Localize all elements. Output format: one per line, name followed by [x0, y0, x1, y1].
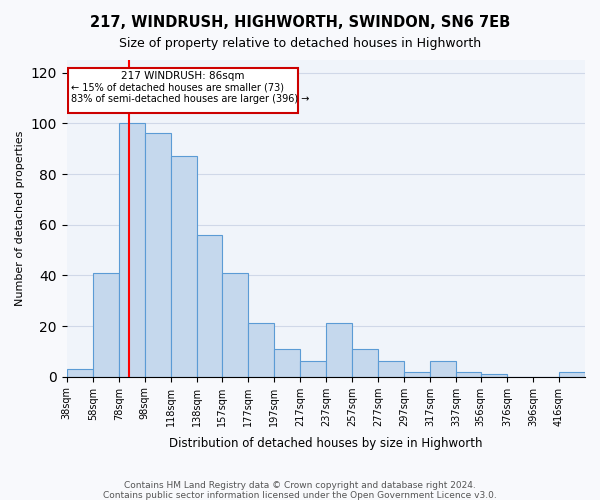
- Text: 217, WINDRUSH, HIGHWORTH, SWINDON, SN6 7EB: 217, WINDRUSH, HIGHWORTH, SWINDON, SN6 7…: [90, 15, 510, 30]
- Bar: [197, 235, 221, 376]
- Bar: [378, 362, 404, 376]
- Y-axis label: Number of detached properties: Number of detached properties: [15, 130, 25, 306]
- Bar: [456, 372, 481, 376]
- Text: Contains public sector information licensed under the Open Government Licence v3: Contains public sector information licen…: [103, 490, 497, 500]
- Text: Contains HM Land Registry data © Crown copyright and database right 2024.: Contains HM Land Registry data © Crown c…: [124, 481, 476, 490]
- Bar: [67, 369, 93, 376]
- Bar: [481, 374, 507, 376]
- Bar: [352, 349, 378, 376]
- Bar: [559, 372, 585, 376]
- Bar: [171, 156, 197, 376]
- Text: ← 15% of detached houses are smaller (73): ← 15% of detached houses are smaller (73…: [71, 83, 284, 93]
- Bar: [119, 124, 145, 376]
- Bar: [404, 372, 430, 376]
- Bar: [300, 362, 326, 376]
- X-axis label: Distribution of detached houses by size in Highworth: Distribution of detached houses by size …: [169, 437, 482, 450]
- Bar: [326, 324, 352, 376]
- FancyBboxPatch shape: [68, 68, 298, 113]
- Bar: [248, 324, 274, 376]
- Bar: [274, 349, 300, 376]
- Bar: [430, 362, 456, 376]
- Text: Size of property relative to detached houses in Highworth: Size of property relative to detached ho…: [119, 38, 481, 51]
- Bar: [93, 273, 119, 376]
- Text: 83% of semi-detached houses are larger (396) →: 83% of semi-detached houses are larger (…: [71, 94, 309, 104]
- Bar: [221, 273, 248, 376]
- Bar: [145, 134, 171, 376]
- Text: 217 WINDRUSH: 86sqm: 217 WINDRUSH: 86sqm: [121, 72, 245, 82]
